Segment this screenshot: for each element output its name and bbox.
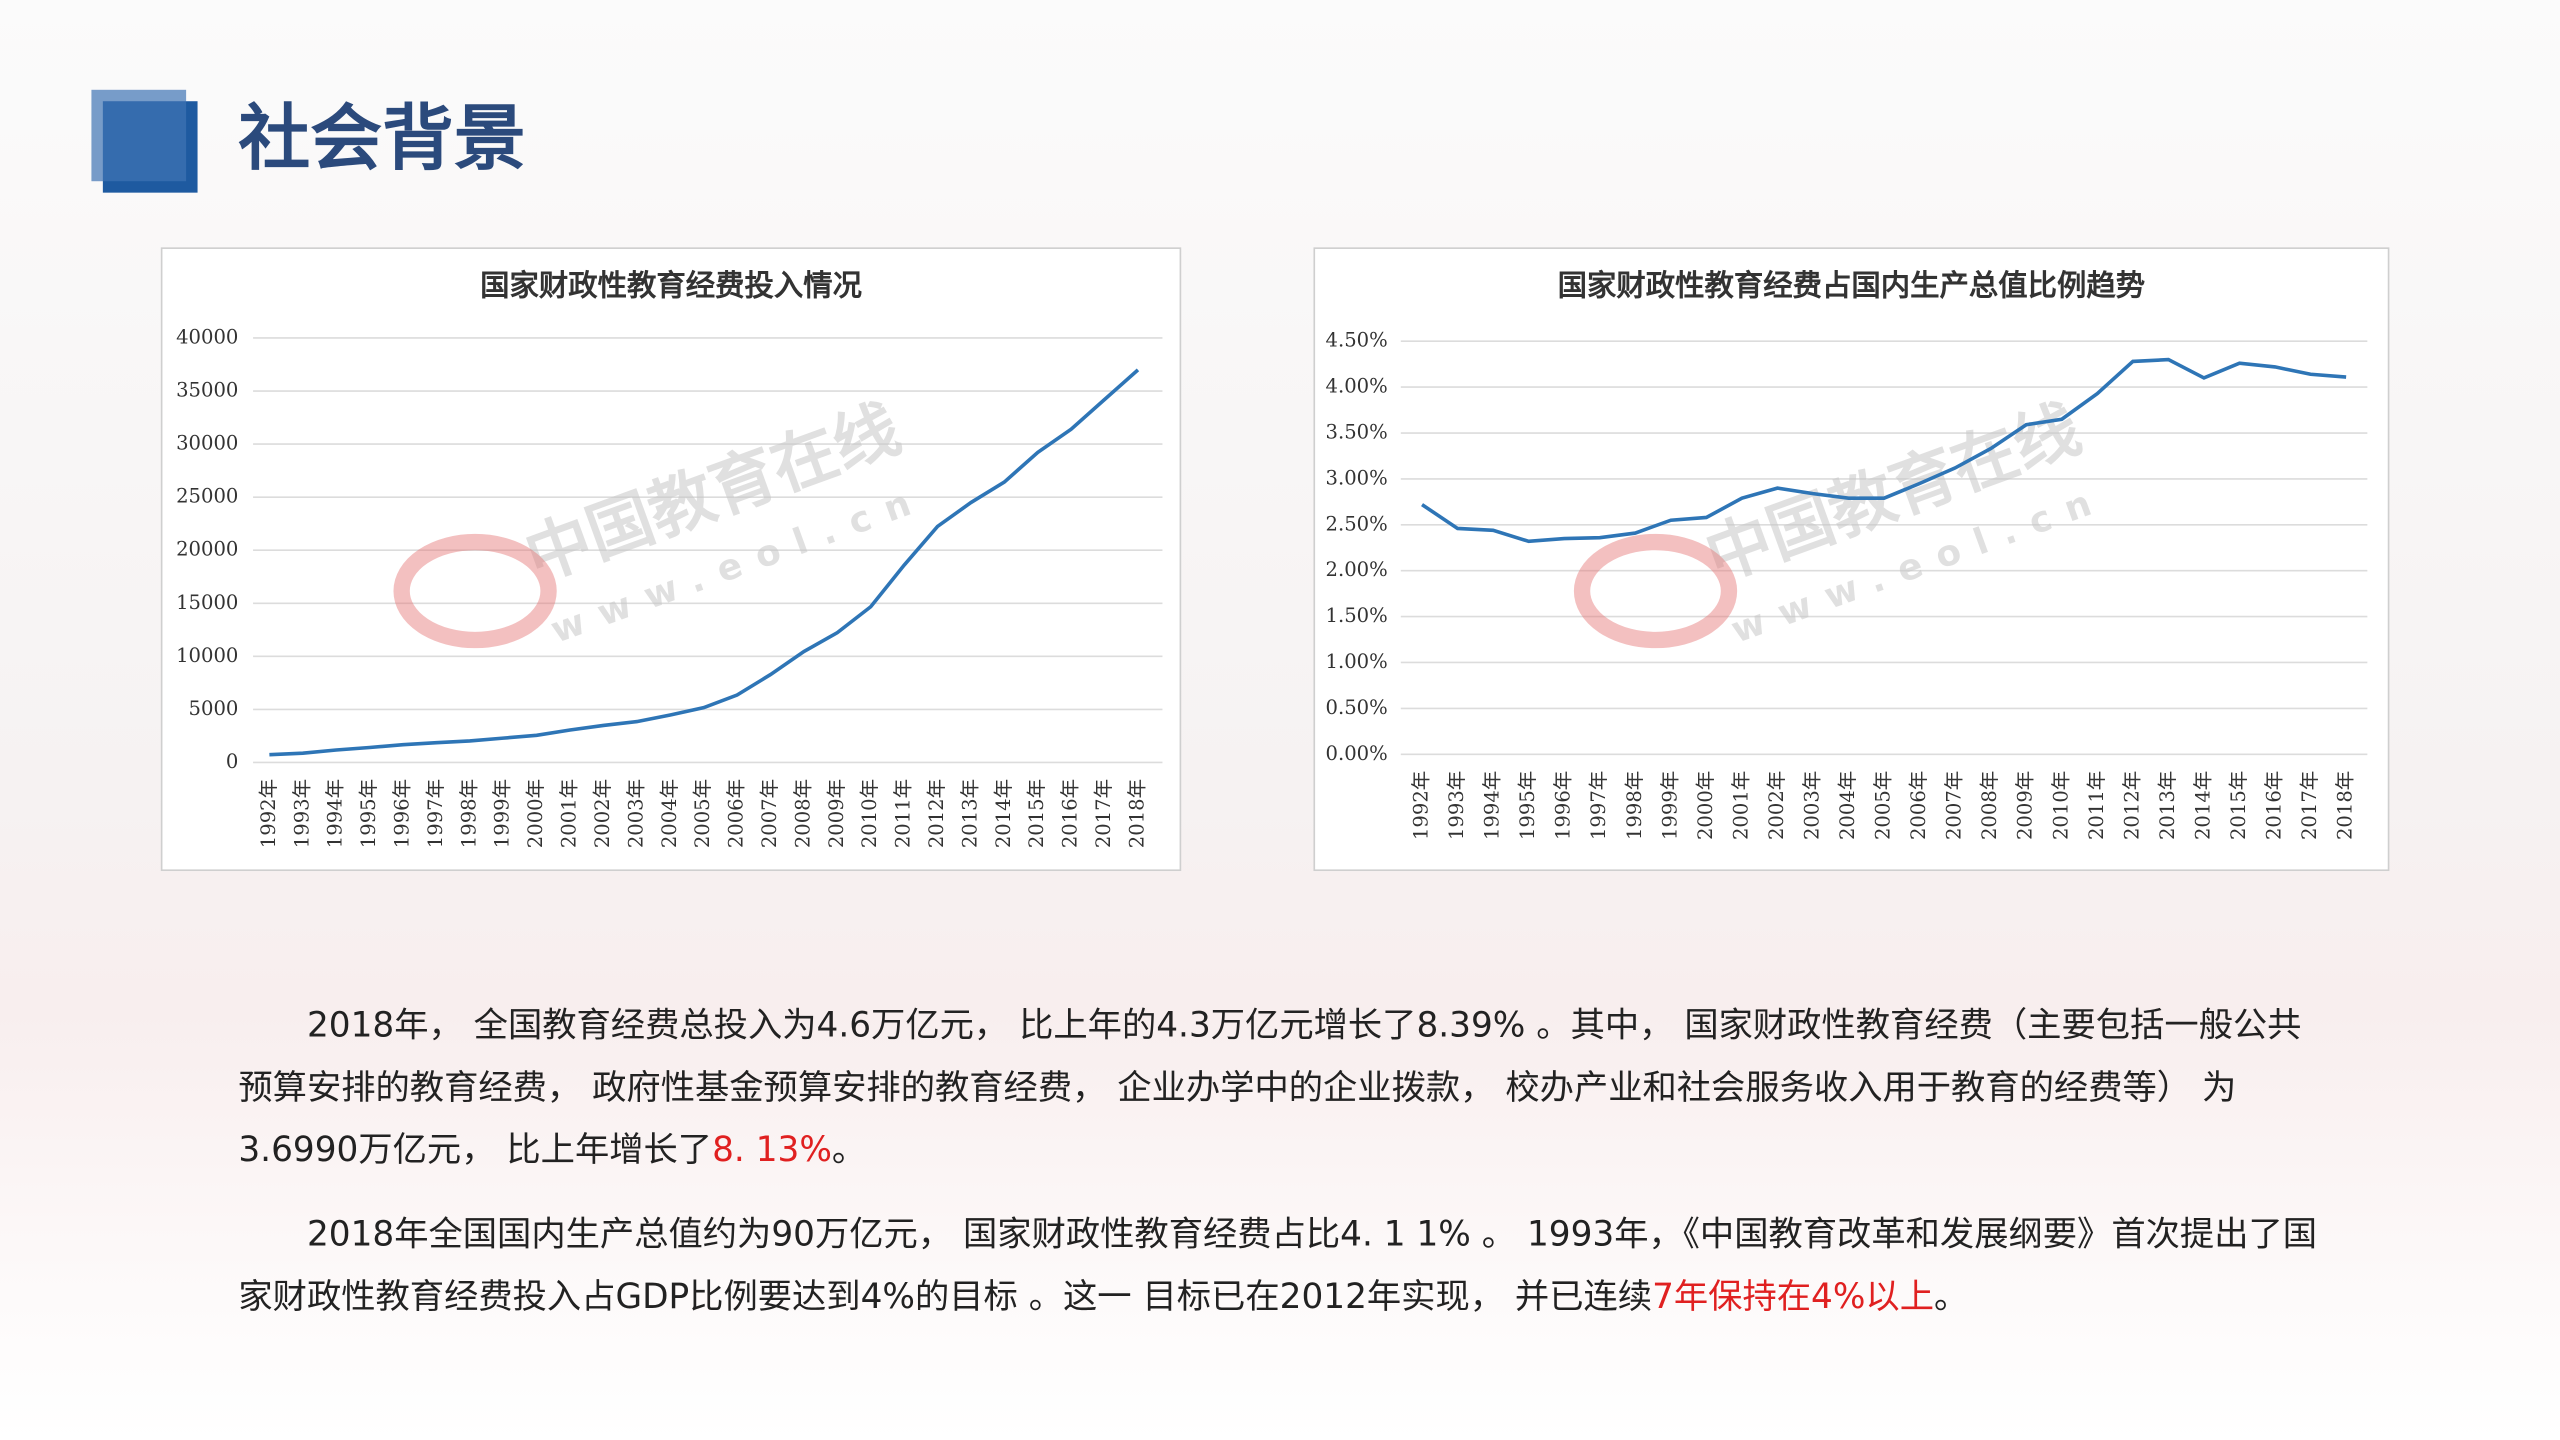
x-tick-label: 2016年 bbox=[2263, 771, 2286, 840]
chart-frame bbox=[1313, 247, 2390, 872]
y-tick-label: 2.50% bbox=[1326, 512, 1388, 535]
x-tick-label: 2007年 bbox=[1943, 771, 1966, 840]
x-tick-label: 2004年 bbox=[1836, 771, 1859, 840]
x-tick-label: 2006年 bbox=[725, 779, 748, 848]
text-segment: 。 bbox=[831, 1129, 867, 1169]
paragraph: 2018年全国国内生产总值约为90万亿元， 国家财政性教育经费占比4. 1 1%… bbox=[238, 1203, 2334, 1327]
x-tick-label: 2017年 bbox=[2298, 771, 2321, 840]
x-tick-label: 1997年 bbox=[1587, 771, 1610, 840]
watermark-logo bbox=[393, 533, 557, 649]
y-tick-label: 3.00% bbox=[1326, 466, 1388, 489]
x-tick-label: 2012年 bbox=[925, 779, 948, 848]
chart-title: 国家财政性教育经费投入情况 bbox=[480, 267, 862, 302]
x-tick-label: 1999年 bbox=[1658, 771, 1681, 840]
x-tick-label: 1998年 bbox=[457, 779, 480, 848]
y-tick-label: 0.00% bbox=[1326, 742, 1388, 765]
x-tick-label: 1997年 bbox=[424, 779, 447, 848]
y-tick-label: 2.00% bbox=[1326, 558, 1388, 581]
x-tick-label: 1995年 bbox=[357, 779, 380, 848]
x-tick-label: 2014年 bbox=[2191, 771, 2214, 840]
x-tick-label: 1993年 bbox=[290, 779, 313, 848]
text-segment: 2018年， 全国教育经费总投入为4.6万亿元， 比上年的4.3万亿元增长了8.… bbox=[238, 1005, 2302, 1169]
page-title: 社会背景 bbox=[238, 96, 525, 180]
data-line bbox=[1421, 357, 2347, 544]
x-tick-label: 2002年 bbox=[1765, 771, 1788, 840]
x-tick-label: 1999年 bbox=[491, 779, 514, 848]
y-tick-label: 1.00% bbox=[1326, 650, 1388, 673]
x-tick-label: 2000年 bbox=[524, 779, 547, 848]
x-tick-label: 1993年 bbox=[1445, 771, 1468, 840]
y-tick-label: 35000 bbox=[176, 379, 238, 402]
x-tick-label: 1994年 bbox=[324, 779, 347, 848]
x-tick-label: 2001年 bbox=[1729, 771, 1752, 840]
y-tick-label: 30000 bbox=[176, 432, 238, 455]
chart-title: 国家财政性教育经费占国内生产总值比例趋势 bbox=[1558, 267, 2146, 302]
x-tick-label: 1994年 bbox=[1481, 771, 1504, 840]
y-tick-label: 20000 bbox=[176, 538, 238, 561]
y-tick-label: 0.50% bbox=[1326, 696, 1388, 719]
x-tick-label: 2007年 bbox=[758, 779, 781, 848]
x-tick-label: 2013年 bbox=[958, 779, 981, 848]
text-segment: 7年保持在4%以上 bbox=[1652, 1276, 1935, 1316]
x-tick-label: 2006年 bbox=[1907, 771, 1930, 840]
chart-frame bbox=[160, 247, 1182, 872]
data-line bbox=[269, 368, 1140, 757]
x-tick-label: 2018年 bbox=[1125, 779, 1148, 848]
x-tick-label: 1996年 bbox=[1552, 771, 1575, 840]
x-tick-label: 2005年 bbox=[691, 779, 714, 848]
y-tick-label: 4.50% bbox=[1326, 329, 1388, 352]
x-tick-label: 1992年 bbox=[1410, 771, 1433, 840]
x-tick-label: 1992年 bbox=[257, 779, 280, 848]
y-tick-label: 25000 bbox=[176, 485, 238, 508]
x-tick-label: 2017年 bbox=[1092, 779, 1115, 848]
x-tick-label: 2010年 bbox=[858, 779, 881, 848]
y-tick-label: 10000 bbox=[176, 644, 238, 667]
x-tick-label: 1995年 bbox=[1516, 771, 1539, 840]
x-tick-label: 2014年 bbox=[992, 779, 1015, 848]
y-tick-label: 4.00% bbox=[1326, 375, 1388, 398]
watermark-logo bbox=[1573, 533, 1738, 649]
x-tick-label: 2004年 bbox=[658, 779, 681, 848]
x-tick-label: 2010年 bbox=[2049, 771, 2072, 840]
x-tick-label: 2003年 bbox=[1800, 771, 1823, 840]
header-square-shadow bbox=[91, 89, 187, 182]
x-tick-label: 2003年 bbox=[624, 779, 647, 848]
x-tick-label: 2002年 bbox=[591, 779, 614, 848]
y-tick-label: 5000 bbox=[189, 697, 239, 720]
y-tick-label: 15000 bbox=[176, 591, 238, 614]
x-tick-label: 2012年 bbox=[2120, 771, 2143, 840]
y-tick-label: 3.50% bbox=[1326, 421, 1388, 444]
x-tick-label: 2001年 bbox=[558, 779, 581, 848]
paragraph: 2018年， 全国教育经费总投入为4.6万亿元， 比上年的4.3万亿元增长了8.… bbox=[238, 994, 2334, 1180]
x-tick-label: 2009年 bbox=[2014, 771, 2037, 840]
x-tick-label: 1998年 bbox=[1623, 771, 1646, 840]
y-tick-label: 1.50% bbox=[1326, 604, 1388, 627]
y-tick-label: 0 bbox=[226, 750, 238, 773]
text-segment: 2018年全国国内生产总值约为90万亿元， 国家财政性教育经费占比4. 1 1%… bbox=[238, 1214, 2318, 1316]
x-tick-label: 2011年 bbox=[2085, 771, 2108, 840]
y-tick-label: 40000 bbox=[176, 325, 238, 348]
x-tick-label: 2008年 bbox=[791, 779, 814, 848]
text-segment: 8. 13% bbox=[712, 1129, 832, 1169]
x-tick-label: 2005年 bbox=[1872, 771, 1895, 840]
x-tick-label: 2015年 bbox=[1025, 779, 1048, 848]
x-tick-label: 2018年 bbox=[2334, 771, 2357, 840]
x-tick-label: 2011年 bbox=[892, 779, 915, 848]
x-tick-label: 2015年 bbox=[2227, 771, 2250, 840]
x-tick-label: 2000年 bbox=[1694, 771, 1717, 840]
x-tick-label: 2008年 bbox=[1978, 771, 2001, 840]
x-tick-label: 2016年 bbox=[1059, 779, 1082, 848]
x-tick-label: 2013年 bbox=[2156, 771, 2179, 840]
text-segment: 。 bbox=[1934, 1276, 1969, 1316]
x-tick-label: 1996年 bbox=[391, 779, 414, 848]
x-tick-label: 2009年 bbox=[825, 779, 848, 848]
